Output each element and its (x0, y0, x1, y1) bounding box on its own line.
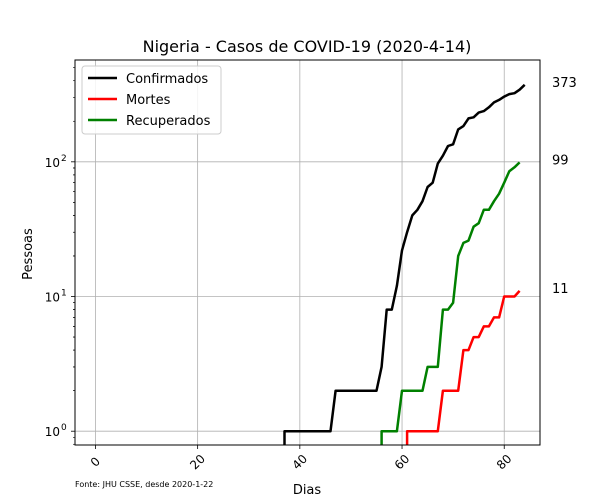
y-tick-exponent: 1 (61, 289, 67, 299)
legend: Confirmados Mortes Recuperados (81, 65, 222, 135)
y-axis-label: Pessoas (21, 228, 36, 280)
x-axis-label: Dias (293, 483, 322, 498)
end-labels: 373 11 99 (552, 76, 577, 297)
series-line-mortes (405, 290, 521, 445)
series-line-confirmados (283, 83, 526, 445)
legend-label-mortes: Mortes (126, 93, 171, 108)
chart-title: Nigeria - Casos de COVID-19 (2020-4-14) (143, 37, 472, 56)
series-line-recuperados (380, 161, 521, 445)
y-tick-exponent: 0 (61, 423, 67, 433)
end-label-confirmados: 373 (552, 76, 577, 91)
legend-label-confirmados: Confirmados (126, 72, 208, 87)
end-label-recuperados: 99 (552, 153, 569, 168)
source-note: Fonte: JHU CSSE, desde 2020-1-22 (75, 480, 213, 489)
y-tick-label: 10 (45, 291, 60, 305)
end-label-mortes: 11 (552, 282, 569, 297)
legend-box (81, 65, 222, 135)
plot-frame (74, 59, 541, 446)
y-tick-label: 10 (45, 156, 60, 170)
y-tick-exponent: 2 (61, 154, 67, 164)
legend-label-recuperados: Recuperados (126, 114, 211, 129)
series-layer (283, 83, 526, 445)
y-tick-label: 10 (45, 425, 60, 439)
